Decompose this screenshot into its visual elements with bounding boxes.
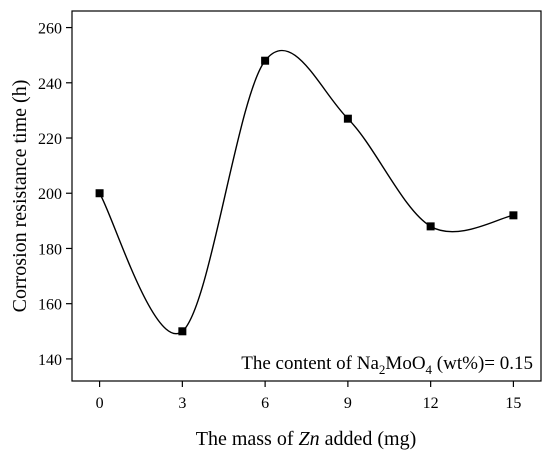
data-point [178,327,187,336]
x-tick-label: 3 [178,395,186,412]
x-axis-title-part-3: added (mg) [320,428,417,450]
y-tick-label: 200 [38,186,62,203]
annotation-subscript-4: 4 [426,362,433,377]
x-ticks: 0 3 6 9 12 15 [96,381,521,412]
x-axis-title: The mass of Zn added (mg) [196,428,417,450]
x-axis-title-zn: Zn [299,428,320,450]
annotation-text: The content of Na2MoO4 (wt%)= 0.15 [241,353,533,377]
data-point [426,222,435,231]
x-tick-label: 15 [505,395,521,412]
y-tick-label: 160 [38,297,62,314]
y-tick-label: 240 [38,76,62,93]
data-point [95,189,104,198]
y-ticks: 140 160 180 200 220 240 260 [38,21,72,369]
y-tick-label: 220 [38,131,62,148]
x-axis-title-part-1: The mass of [196,428,299,450]
x-tick-label: 0 [96,395,104,412]
y-axis-title: Corrosion resistance time (h) [9,80,31,313]
x-tick-label: 12 [423,395,439,412]
series-line [98,49,514,335]
annotation-suffix: (wt%)= 0.15 [432,353,533,374]
annotation-subscript-2: 2 [379,362,386,377]
data-point [261,56,270,65]
data-point [343,114,352,123]
y-tick-label: 140 [38,352,62,369]
y-tick-label: 180 [38,241,62,258]
plot-frame [71,10,542,382]
data-point [509,211,518,220]
axes [71,10,542,382]
x-tick-label: 6 [261,395,269,412]
annotation-prefix: The content of Na [241,353,379,374]
annotation-moo: MoO [385,353,425,374]
series [95,49,518,336]
x-tick-label: 9 [344,395,352,412]
y-tick-label: 260 [38,21,62,38]
